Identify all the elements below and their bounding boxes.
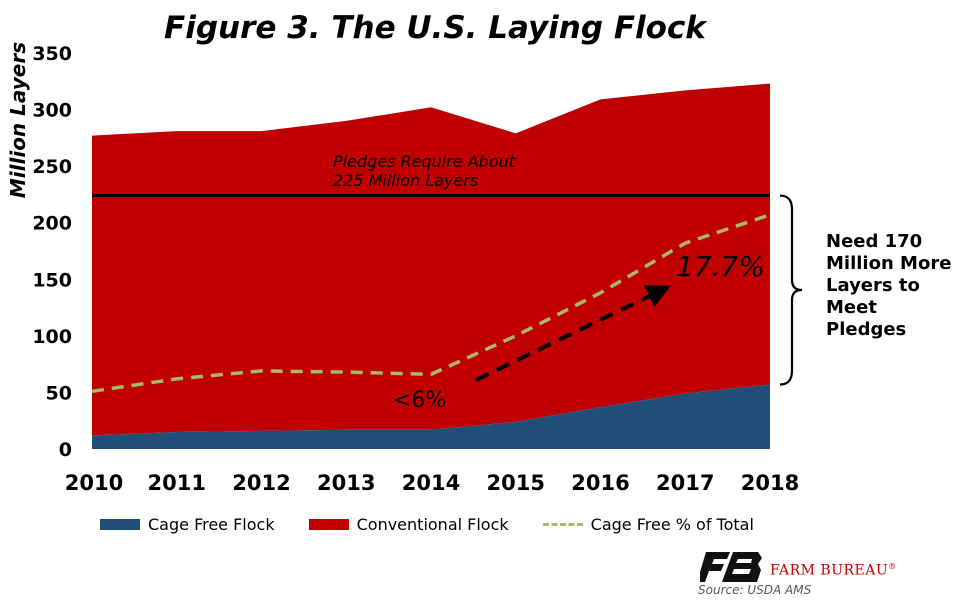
farm-bureau-logo bbox=[700, 552, 762, 582]
x-tick-label: 2017 bbox=[656, 471, 714, 495]
side-note-line: Layers to bbox=[826, 275, 920, 296]
legend-item-cage-free: Cage Free Flock bbox=[100, 515, 275, 534]
side-note-line: Need 170 bbox=[826, 231, 923, 252]
annotation-group: <6% 17.7% bbox=[393, 194, 803, 413]
y-tick-label: 0 bbox=[59, 439, 72, 461]
brand-text: FARM BUREAU bbox=[770, 562, 889, 579]
y-tick-label: 300 bbox=[32, 100, 72, 122]
x-tick-label: 2016 bbox=[571, 471, 629, 495]
side-note: Need 170 Million More Layers to Meet Ple… bbox=[826, 231, 956, 341]
y-tick-label: 250 bbox=[32, 156, 72, 178]
start-pct-label: <6% bbox=[393, 388, 446, 413]
y-tick-group: 0 50 100 150 200 250 300 350 bbox=[32, 43, 72, 461]
legend-swatch-cage-free bbox=[100, 518, 140, 530]
pledge-label-line-1: Pledges Require About bbox=[333, 152, 516, 171]
legend-item-conventional: Conventional Flock bbox=[308, 514, 509, 534]
legend-label: Cage Free % of Total bbox=[590, 514, 754, 534]
y-tick-label: 150 bbox=[32, 269, 72, 291]
brand-mark: ® bbox=[888, 562, 897, 571]
area-layer bbox=[92, 83, 770, 449]
chart-title: Figure 3. The U.S. Laying Flock bbox=[164, 10, 706, 46]
y-tick-label: 100 bbox=[32, 326, 72, 348]
legend: Cage Free Flock Conventional Flock Cage … bbox=[100, 512, 788, 536]
side-note-line: Million More bbox=[826, 253, 952, 274]
pct-line-group bbox=[91, 213, 771, 394]
legend-label: Cage Free Flock bbox=[148, 514, 275, 534]
trend-arrow bbox=[475, 285, 671, 382]
x-tick-label: 2010 bbox=[65, 471, 123, 495]
x-tick-group: 2010 2011 2012 2013 2014 2015 2016 2017 2018 bbox=[65, 471, 799, 495]
x-tick-label: 2018 bbox=[741, 471, 799, 495]
conventional-flock-area bbox=[92, 83, 770, 436]
legend-item-pct: Cage Free % of Total bbox=[542, 514, 754, 534]
end-pct-label: 17.7% bbox=[676, 250, 765, 283]
legend-swatch-pct bbox=[542, 522, 583, 526]
x-tick-label: 2013 bbox=[317, 471, 375, 495]
x-tick-label: 2014 bbox=[402, 471, 460, 495]
cage-free-pct-line bbox=[91, 213, 771, 394]
legend-swatch-conventional bbox=[308, 518, 349, 530]
y-tick-label: 50 bbox=[46, 382, 72, 404]
legend-label: Conventional Flock bbox=[356, 514, 509, 534]
y-tick-label: 200 bbox=[32, 213, 72, 235]
source-note: Source: USDA AMS bbox=[698, 583, 812, 597]
x-tick-label: 2015 bbox=[487, 471, 545, 495]
x-tick-label: 2011 bbox=[148, 471, 206, 495]
pledge-label-line-2: 225 Million Layers bbox=[333, 171, 478, 190]
side-note-line: Meet bbox=[826, 297, 877, 318]
y-tick-label: 350 bbox=[32, 43, 72, 65]
x-tick-label: 2012 bbox=[232, 471, 290, 495]
gap-bracket bbox=[779, 194, 803, 386]
brand-name: FARM BUREAU® bbox=[770, 562, 897, 579]
side-note-line: Pledges bbox=[826, 319, 907, 340]
cage-free-flock-area bbox=[92, 384, 770, 449]
